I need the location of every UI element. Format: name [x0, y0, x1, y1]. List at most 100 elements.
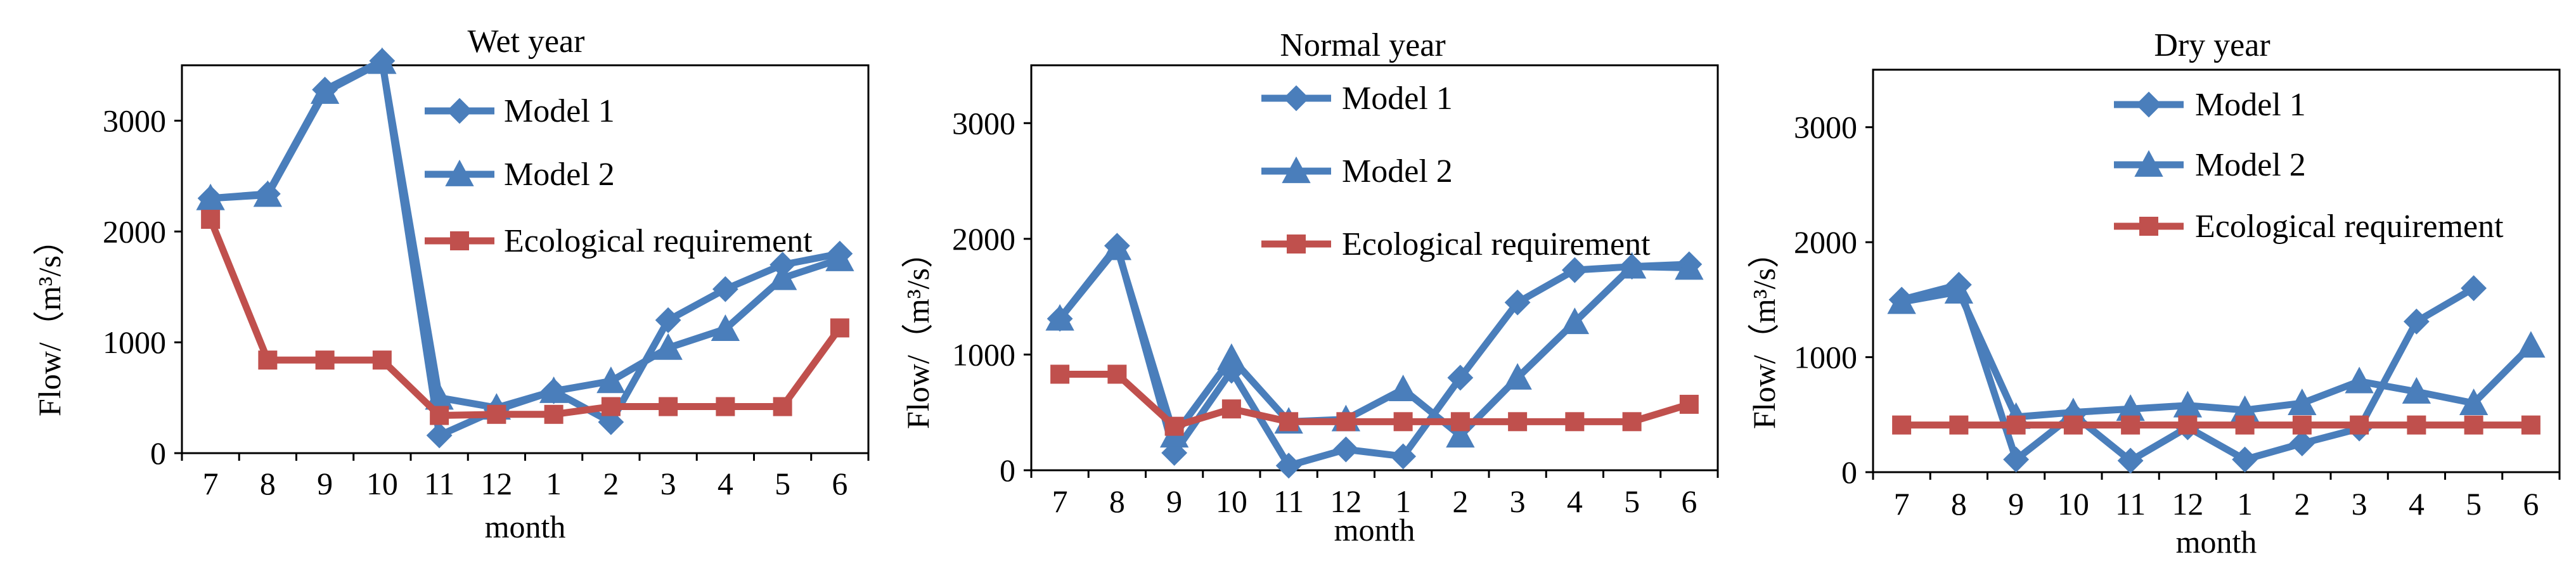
series-line: [1056, 244, 1693, 439]
y-tick-label: 2000: [1794, 224, 1857, 260]
y-axis-label: Flow/（m³/s）: [900, 236, 936, 429]
y-tick-label: 1000: [103, 324, 166, 360]
data-point: [2459, 389, 2489, 415]
data-point: [196, 183, 225, 210]
x-tick-label: 5: [2466, 486, 2482, 522]
data-point: [201, 210, 221, 229]
data-point: [1045, 304, 1074, 331]
y-tick-label: 1000: [952, 337, 1015, 372]
data-point: [2006, 415, 2026, 435]
x-tick-label: 2: [1452, 484, 1468, 519]
data-point: [2292, 415, 2312, 435]
x-tick-label: 1: [546, 466, 562, 501]
x-tick-label: 10: [366, 466, 398, 501]
data-point: [2461, 275, 2487, 302]
data-point: [1617, 252, 1647, 279]
data-point: [426, 422, 453, 449]
x-axis-label: month: [2176, 524, 2257, 560]
legend-label: Model 2: [1342, 153, 1453, 189]
x-tick-label: 2: [603, 466, 619, 501]
data-point: [711, 314, 740, 342]
y-tick-label: 0: [1841, 454, 1857, 490]
x-tick-label: 11: [2115, 486, 2146, 522]
chart-title: Dry year: [2154, 27, 2270, 63]
data-point: [487, 404, 506, 424]
legend: Model 1 Model 2 Ecological requirement: [1261, 80, 1651, 262]
series-line: [1056, 242, 1693, 470]
x-tick-label: 6: [2523, 486, 2539, 522]
x-tick-label: 3: [660, 466, 676, 501]
legend-label: Ecological requirement: [2195, 209, 2504, 245]
data-point: [2289, 430, 2315, 457]
data-point: [2288, 389, 2317, 415]
y-tick-label: 3000: [952, 105, 1015, 141]
data-point: [2521, 415, 2541, 435]
data-point: [1949, 415, 1969, 435]
x-tick-label: 10: [1216, 484, 1247, 519]
data-point: [2178, 415, 2198, 435]
series-ecological-requirement: [1050, 364, 1699, 436]
data-point: [2121, 415, 2141, 435]
x-tick-label: 12: [1330, 484, 1362, 519]
data-point: [1679, 394, 1699, 414]
data-point: [1332, 436, 1359, 463]
series-model-1: [1888, 271, 2487, 474]
series-line: [207, 215, 844, 420]
legend-label: Model 1: [1342, 80, 1453, 117]
legend-label: Model 1: [2195, 87, 2306, 123]
data-point: [258, 350, 278, 370]
data-point: [654, 333, 683, 360]
y-tick-label: 2000: [103, 214, 166, 249]
legend-marker: [1287, 234, 1306, 254]
x-tick-label: 6: [1681, 484, 1697, 519]
data-point: [2403, 308, 2430, 335]
data-point: [253, 180, 283, 207]
series-ecological-requirement: [201, 210, 849, 425]
data-point: [773, 397, 792, 416]
data-point: [1450, 412, 1470, 432]
data-point: [2516, 331, 2546, 358]
series-line: [1056, 370, 1693, 430]
data-point: [1504, 289, 1531, 316]
data-point: [2117, 447, 2144, 474]
data-point: [825, 244, 854, 271]
x-tick-label: 11: [424, 466, 454, 501]
series-line: [1898, 288, 2535, 421]
x-tick-label: 12: [2172, 486, 2203, 522]
x-tick-label: 8: [1109, 484, 1125, 519]
legend-label: Ecological requirement: [1342, 226, 1651, 262]
x-tick-label: 11: [1273, 484, 1304, 519]
x-tick-label: 4: [1567, 484, 1583, 519]
legend-label: Model 2: [504, 157, 615, 193]
series-ecological-requirement: [1892, 415, 2541, 435]
y-tick-label: 1000: [1794, 340, 1857, 375]
data-point: [2350, 415, 2369, 435]
data-point: [1336, 412, 1356, 432]
x-tick-label: 9: [2008, 486, 2024, 522]
legend-marker: [450, 231, 469, 250]
data-point: [2235, 415, 2255, 435]
data-point: [368, 47, 397, 74]
data-point: [1503, 363, 1532, 390]
data-point: [1388, 375, 1418, 402]
data-point: [2345, 366, 2374, 394]
data-point: [1279, 412, 1299, 432]
x-tick-label: 4: [718, 466, 733, 501]
x-tick-label: 9: [1166, 484, 1182, 519]
data-point: [1892, 415, 1912, 435]
data-point: [1217, 343, 1246, 370]
legend-marker: [1283, 85, 1310, 112]
x-tick-label: 1: [2237, 486, 2253, 522]
data-point: [2407, 415, 2426, 435]
plot-area-frame: [1872, 68, 2561, 473]
x-tick-label: 10: [2058, 486, 2089, 522]
data-point: [1164, 416, 1184, 436]
series-model-1: [1046, 233, 1703, 479]
data-point: [1390, 443, 1417, 470]
data-point: [1447, 364, 1474, 391]
data-point: [430, 406, 449, 425]
data-point: [1221, 399, 1241, 419]
data-point: [310, 77, 340, 104]
data-point: [2464, 415, 2483, 435]
